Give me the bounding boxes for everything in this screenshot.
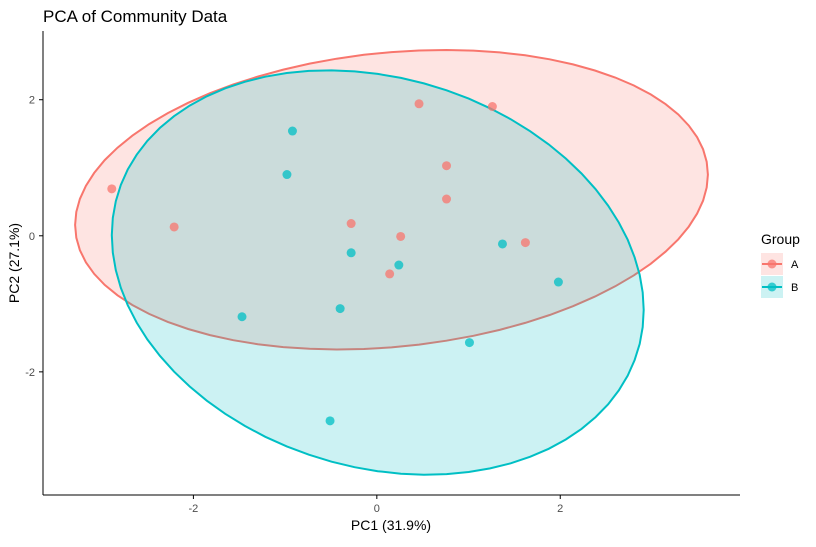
x-tick-label: 2 xyxy=(557,503,563,515)
x-tick-label: 0 xyxy=(374,503,380,515)
point-group-a xyxy=(442,161,452,171)
y-tick-label: 2 xyxy=(29,95,35,107)
point-group-b xyxy=(237,312,247,322)
point-group-a xyxy=(487,102,497,112)
y-axis-label: PC2 (27.1%) xyxy=(6,223,22,303)
y-tick-label: -2 xyxy=(25,367,35,379)
point-group-b xyxy=(335,304,345,314)
point-group-b xyxy=(553,277,563,287)
legend-title: Group xyxy=(761,231,800,247)
legend-point xyxy=(767,282,777,292)
x-tick-label: -2 xyxy=(189,503,199,515)
point-group-a xyxy=(346,219,356,229)
point-group-b xyxy=(464,338,474,348)
legend-label-a: A xyxy=(791,259,799,271)
point-group-b xyxy=(346,248,356,258)
point-group-a xyxy=(442,194,452,204)
point-group-a xyxy=(107,184,117,194)
point-group-b xyxy=(325,416,335,426)
y-tick-label: 0 xyxy=(29,231,35,243)
chart-title: PCA of Community Data xyxy=(43,7,228,26)
point-group-b xyxy=(394,260,404,270)
legend-label-b: B xyxy=(791,282,798,294)
point-group-b xyxy=(497,239,507,249)
point-group-a xyxy=(385,269,395,279)
x-axis-label: PC1 (31.9%) xyxy=(351,517,431,533)
point-group-a xyxy=(520,238,530,248)
legend-point xyxy=(767,259,777,269)
ellipse-group-a xyxy=(74,48,709,351)
point-group-a xyxy=(414,99,424,109)
ellipse-group-b xyxy=(110,69,645,476)
point-group-b xyxy=(287,126,297,136)
point-group-a xyxy=(396,231,406,241)
point-group-b xyxy=(282,170,292,180)
point-group-a xyxy=(169,222,179,232)
